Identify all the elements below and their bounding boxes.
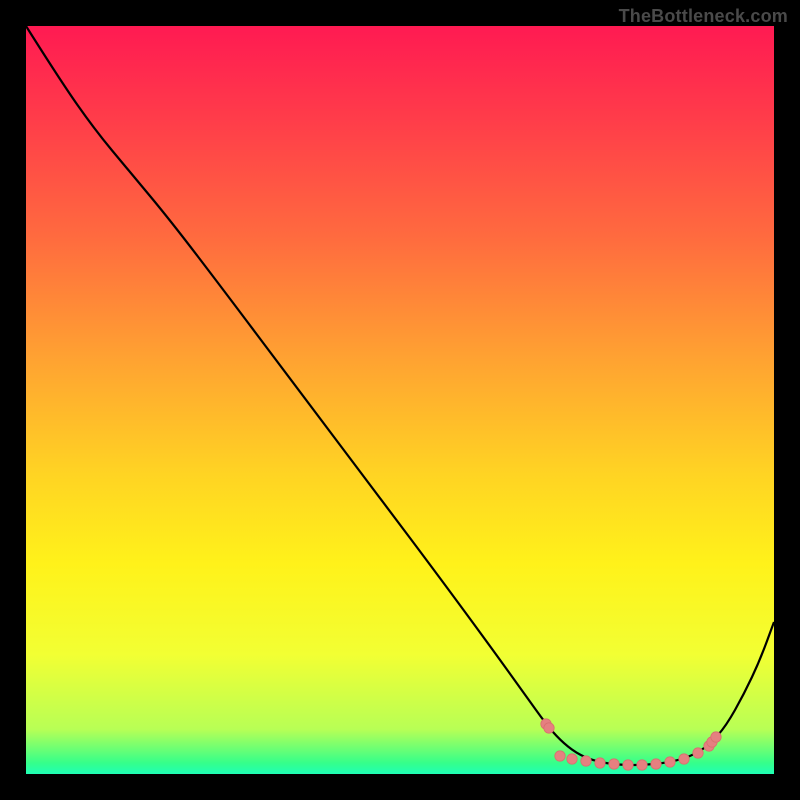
curve-marker — [581, 756, 591, 766]
curve-marker — [544, 723, 554, 733]
curve-marker — [693, 748, 703, 758]
chart-container: TheBottleneck.com — [0, 0, 800, 800]
watermark-text: TheBottleneck.com — [619, 6, 788, 27]
curve-marker — [595, 758, 605, 768]
curve-marker — [651, 759, 661, 769]
curve-marker — [609, 759, 619, 769]
curve-marker — [665, 757, 675, 767]
curve-marker — [623, 760, 633, 770]
curve-marker — [711, 732, 721, 742]
curve-marker — [679, 754, 689, 764]
gradient-background — [26, 26, 774, 774]
curve-marker — [637, 760, 647, 770]
bottleneck-chart — [0, 0, 800, 800]
curve-marker — [567, 754, 577, 764]
curve-marker — [555, 751, 565, 761]
